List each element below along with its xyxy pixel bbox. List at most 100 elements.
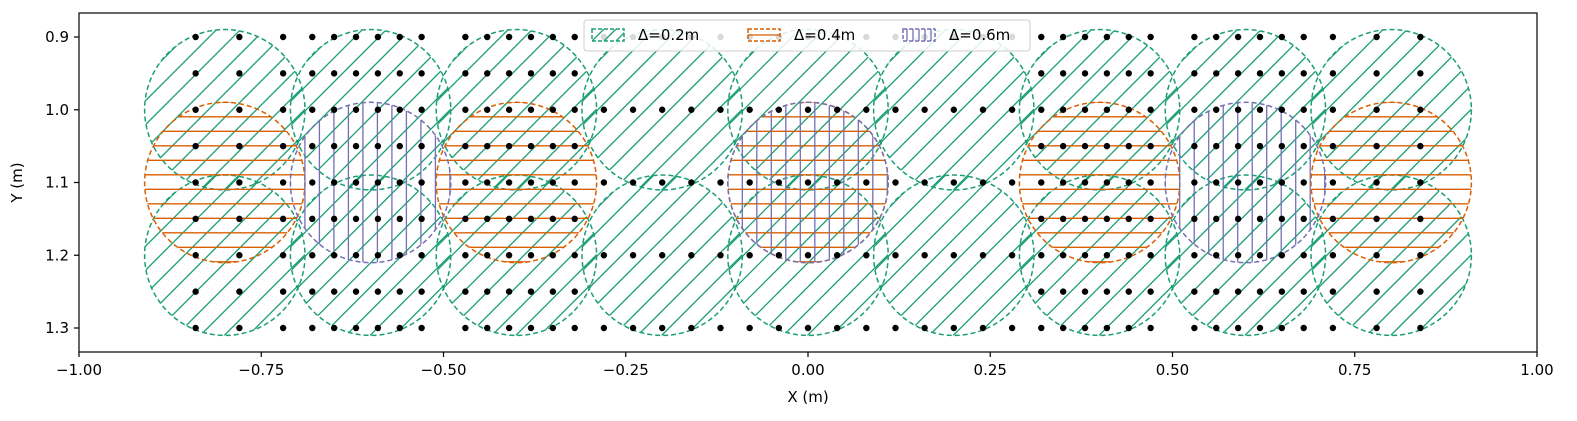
data-point	[330, 33, 338, 41]
data-point	[236, 179, 243, 186]
region-outline	[1164, 174, 1327, 337]
data-point	[804, 324, 812, 332]
data-point	[418, 252, 425, 259]
data-point	[374, 33, 382, 41]
data-point	[279, 179, 287, 186]
data-point	[1417, 106, 1424, 113]
x-tick-label: −0.25	[603, 361, 649, 379]
data-point	[571, 106, 578, 113]
data-point	[352, 288, 360, 295]
data-point	[192, 106, 199, 113]
data-point	[1417, 324, 1424, 332]
y-tick-label: 1.1	[45, 174, 69, 192]
data-point	[505, 106, 513, 113]
legend-box	[583, 19, 1031, 52]
data-point	[1191, 142, 1198, 150]
data-point	[309, 324, 316, 332]
legend-entry: Δ=0.4m	[747, 26, 855, 44]
data-point	[1256, 106, 1264, 113]
data-point	[1373, 215, 1380, 223]
data-point	[571, 179, 578, 186]
data-point	[1256, 70, 1264, 77]
data-point	[1147, 70, 1154, 77]
data-point	[1103, 324, 1111, 332]
data-point	[833, 179, 841, 186]
data-point	[484, 215, 491, 223]
data-point	[1213, 70, 1220, 77]
data-point	[1329, 324, 1337, 332]
data-point	[549, 215, 557, 223]
data-point	[1038, 70, 1045, 77]
data-point	[396, 324, 403, 332]
data-point	[527, 33, 535, 41]
data-point	[484, 70, 491, 77]
data-point	[1125, 288, 1132, 295]
data-point	[950, 106, 957, 113]
data-point	[1278, 179, 1286, 186]
data-point	[1256, 252, 1264, 259]
data-point	[330, 252, 338, 259]
data-point	[659, 179, 666, 186]
region-outline	[1164, 28, 1327, 191]
data-point	[833, 106, 841, 113]
x-tick-label: −0.50	[421, 361, 467, 379]
data-point	[1234, 252, 1242, 259]
data-point	[833, 252, 841, 259]
data-point	[1081, 288, 1089, 295]
data-point	[236, 288, 243, 295]
data-point	[1329, 33, 1337, 41]
data-point	[1059, 215, 1067, 223]
region-delta-0_6	[727, 101, 889, 264]
data-point	[374, 324, 382, 332]
data-point	[374, 142, 382, 150]
data-point	[549, 324, 557, 332]
data-point	[462, 179, 469, 186]
data-point	[1147, 142, 1154, 150]
data-point	[279, 33, 287, 41]
data-point	[1213, 179, 1220, 186]
data-point	[1329, 215, 1337, 223]
region-outline	[872, 174, 1035, 337]
y-axis-ticks: 0.9 1.0 1.1 1.2 1.3	[45, 28, 79, 337]
x-tick-label: −1.00	[56, 361, 102, 379]
data-point	[1256, 324, 1264, 332]
data-point	[279, 252, 287, 259]
data-point	[396, 215, 403, 223]
data-point	[1329, 70, 1337, 77]
data-point	[1373, 70, 1380, 77]
data-point	[1300, 142, 1307, 150]
data-point	[505, 179, 513, 186]
data-point	[352, 142, 360, 150]
data-point	[1103, 252, 1111, 259]
legend-swatch	[591, 28, 625, 42]
data-point	[1234, 179, 1242, 186]
data-point	[484, 252, 491, 259]
data-point	[192, 324, 199, 332]
data-point	[505, 324, 513, 332]
data-point	[484, 324, 491, 332]
region-outline	[1310, 101, 1473, 264]
data-point	[330, 288, 338, 295]
x-tick-label: 0.25	[974, 361, 1007, 379]
data-point	[1300, 252, 1307, 259]
data-point	[549, 252, 557, 259]
data-point	[1278, 252, 1286, 259]
data-point	[1278, 324, 1286, 332]
data-point	[309, 252, 316, 259]
data-point	[775, 324, 783, 332]
data-point	[1191, 33, 1198, 41]
data-point	[236, 106, 243, 113]
data-point	[629, 252, 637, 259]
data-point	[863, 106, 870, 113]
data-point	[527, 179, 535, 186]
data-point	[688, 252, 695, 259]
data-point	[1038, 288, 1045, 295]
data-point	[1191, 288, 1198, 295]
data-point	[1125, 179, 1132, 186]
data-point	[1329, 179, 1337, 186]
data-point	[659, 106, 666, 113]
data-point	[1191, 252, 1198, 259]
data-point	[1038, 324, 1045, 332]
data-point	[352, 106, 360, 113]
